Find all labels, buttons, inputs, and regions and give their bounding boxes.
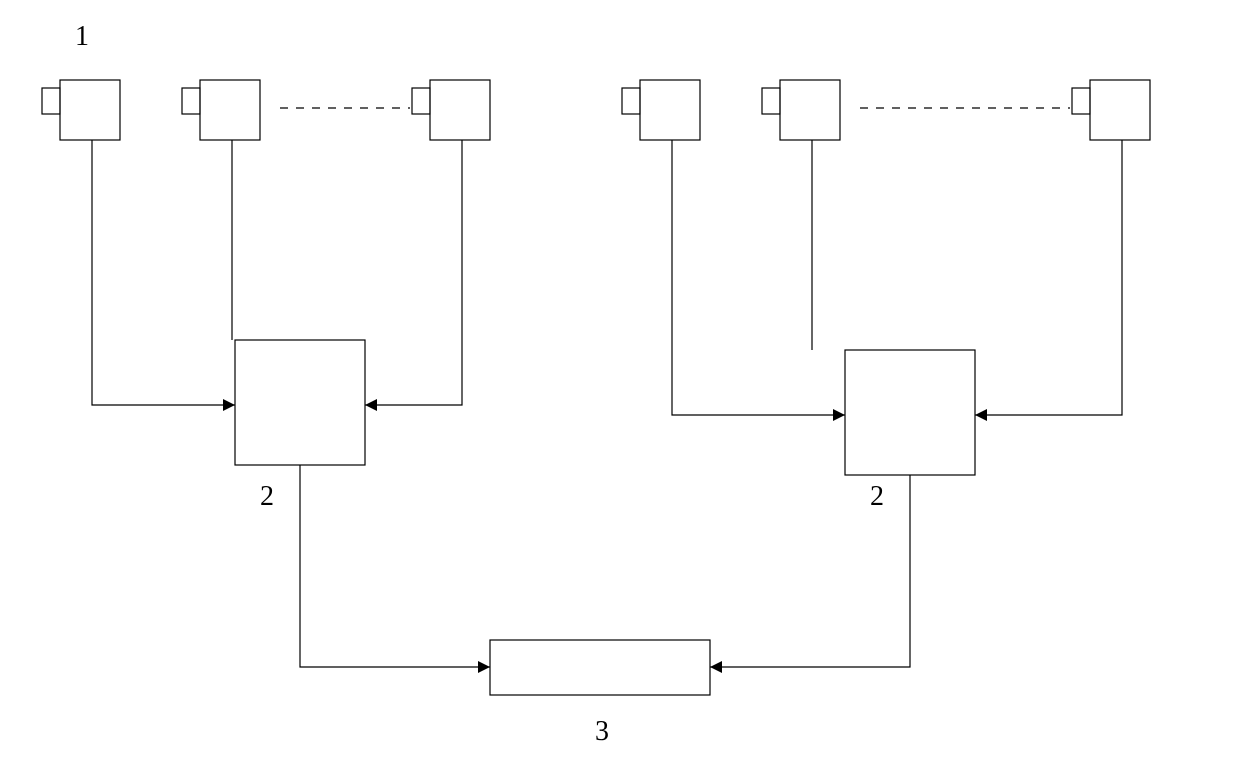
camera-lens	[762, 88, 780, 114]
cam-to-hub	[975, 140, 1122, 415]
camera-lens	[622, 88, 640, 114]
hub-box-left	[235, 340, 365, 465]
camera-lens	[1072, 88, 1090, 114]
camera-lens	[412, 88, 430, 114]
camera-body	[780, 80, 840, 140]
camera-body	[640, 80, 700, 140]
camera-body	[430, 80, 490, 140]
camera-body	[1090, 80, 1150, 140]
cam-to-hub	[92, 140, 235, 405]
label-3: 3	[595, 716, 609, 747]
camera-body	[200, 80, 260, 140]
hub-to-bottom	[300, 465, 490, 667]
bottom-box	[490, 640, 710, 695]
label-2-left: 2	[260, 481, 274, 512]
hub-box-right	[845, 350, 975, 475]
cam-to-hub	[365, 140, 462, 405]
camera-body	[60, 80, 120, 140]
camera-lens	[42, 88, 60, 114]
label-2-right: 2	[870, 481, 884, 512]
label-1: 1	[75, 21, 89, 52]
cam-to-hub	[672, 140, 845, 415]
camera-lens	[182, 88, 200, 114]
